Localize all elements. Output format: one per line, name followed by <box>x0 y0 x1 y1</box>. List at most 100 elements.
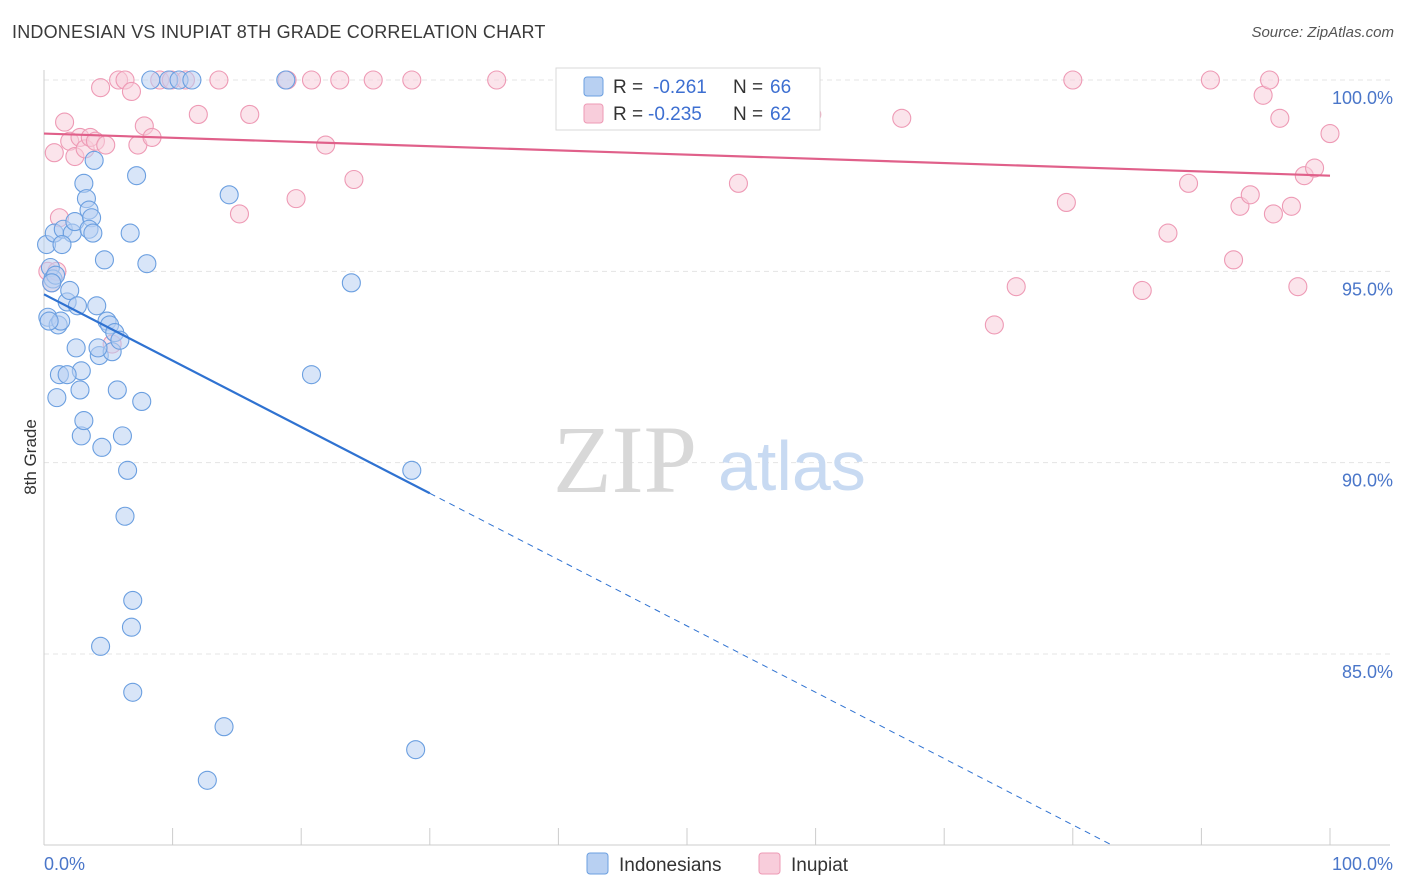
legend-n-label-1: N = <box>733 77 763 98</box>
inupiat-point-33 <box>363 70 383 90</box>
inupiat-point-35 <box>487 70 507 90</box>
inupiat-point-32 <box>344 169 364 190</box>
inupiat-point-26 <box>240 104 260 124</box>
indonesians-point-65 <box>39 311 59 331</box>
indonesians-point-54 <box>123 682 143 702</box>
inupiat-point-42 <box>1006 277 1026 297</box>
y-axis-title: 8th Grade <box>21 419 40 495</box>
inupiat-point-16 <box>121 81 141 102</box>
inupiat-point-53 <box>1281 196 1301 216</box>
indonesians-point-62 <box>88 338 108 358</box>
inupiat-point-24 <box>209 70 229 90</box>
indonesians-point-64 <box>52 234 72 255</box>
inupiat-point-41 <box>984 315 1004 335</box>
inupiat-point-50 <box>1240 185 1260 205</box>
y-tick-labels: 85.0% 90.0% 95.0% 100.0% <box>1332 88 1393 682</box>
inupiat-point-46 <box>1158 223 1178 243</box>
indonesians-point-40 <box>137 254 157 274</box>
legend-swatch-indonesians <box>583 76 604 97</box>
series-legend-swatch-indonesians <box>586 852 609 875</box>
indonesians-trend-extension <box>429 492 1112 846</box>
indonesians-point-52 <box>197 770 217 790</box>
inupiat-point-56 <box>1305 158 1325 178</box>
source-label: Source: ZipAtlas.com <box>1251 24 1394 41</box>
indonesians-point-12 <box>60 280 80 301</box>
inupiat-point-54 <box>1288 277 1308 297</box>
watermark: ZIP atlas <box>553 406 866 513</box>
y-tick-label-2: 95.0% <box>1342 279 1393 299</box>
indonesians-point-44 <box>182 70 202 90</box>
inupiat-point-4 <box>55 112 75 132</box>
legend-n-value-2: 62 <box>770 104 791 125</box>
legend-swatch-inupiat <box>583 103 604 124</box>
legend-r-label-2: R = <box>613 104 643 125</box>
indonesians-point-26 <box>94 250 114 270</box>
indonesians-trend-line <box>43 293 431 495</box>
inupiat-point-47 <box>1178 173 1199 193</box>
watermark-zip: ZIP <box>553 406 697 513</box>
x-tick-label-0: 0.0% <box>44 854 85 874</box>
inupiat-point-34 <box>402 70 422 90</box>
indonesians-point-46 <box>276 70 296 90</box>
axes <box>43 70 1390 846</box>
legend-n-label-2: N = <box>733 104 763 125</box>
inupiat-point-23 <box>188 104 208 124</box>
grid-lines <box>44 79 1390 655</box>
indonesians-point-63 <box>42 273 62 293</box>
inupiat-trend-line <box>43 132 1331 177</box>
inupiat-point-43 <box>1056 192 1076 213</box>
y-tick-label-3: 100.0% <box>1332 88 1393 108</box>
indonesians-point-22 <box>84 150 104 170</box>
inupiat-point-12 <box>96 135 116 155</box>
series-legend-inupiat: Inupiat <box>791 855 849 876</box>
legend-n-value-1: 66 <box>770 77 791 98</box>
indonesians-point-34 <box>115 506 135 526</box>
inupiat-point-31 <box>330 70 350 90</box>
legend-r-value-1: -0.261 <box>653 77 707 98</box>
indonesians-point-51 <box>214 717 234 737</box>
inupiat-point-44 <box>1063 70 1083 90</box>
inupiat-point-38 <box>728 173 748 193</box>
indonesians-point-49 <box>402 460 422 480</box>
indonesians-point-25 <box>92 437 112 457</box>
indonesians-point-39 <box>132 391 152 411</box>
indonesians-point-23 <box>87 296 107 316</box>
indonesians-point-45 <box>219 185 239 205</box>
inupiat-point-25 <box>229 204 250 224</box>
data-points <box>37 70 1340 790</box>
indonesians-point-9 <box>47 388 67 408</box>
indonesians-point-55 <box>91 636 111 656</box>
indonesians-point-37 <box>123 590 143 610</box>
inupiat-point-48 <box>1224 250 1244 270</box>
x-tick-label-1: 100.0% <box>1332 854 1393 874</box>
indonesians-point-53 <box>121 617 141 637</box>
inupiat-point-57 <box>1320 124 1340 144</box>
indonesians-point-41 <box>141 70 161 90</box>
legend-r-label-1: R = <box>613 77 643 98</box>
indonesians-point-47 <box>301 365 322 385</box>
indonesians-point-50 <box>406 740 426 760</box>
series-legend: Indonesians Inupiat <box>586 852 849 876</box>
series-legend-swatch-inupiat <box>758 852 781 875</box>
indonesians-point-48 <box>341 273 361 293</box>
indonesians-point-16 <box>70 380 90 400</box>
inupiat-point-45 <box>1132 280 1152 301</box>
inupiat-point-59 <box>1200 70 1220 90</box>
inupiat-point-52 <box>1263 204 1283 224</box>
inupiat-point-11 <box>91 78 111 98</box>
indonesians-point-59 <box>66 338 86 358</box>
inupiat-point-30 <box>316 135 336 155</box>
indonesians-point-61 <box>83 223 103 243</box>
y-tick-label-1: 90.0% <box>1342 471 1393 491</box>
indonesians-point-38 <box>127 166 147 186</box>
inupiat-point-28 <box>286 189 306 209</box>
indonesians-point-57 <box>74 411 94 431</box>
indonesians-point-31 <box>107 380 127 400</box>
stats-legend: R = -0.261 N = 66 R = -0.235 N = 62 <box>555 67 821 131</box>
indonesians-point-36 <box>120 223 140 243</box>
inupiat-point-2 <box>44 143 64 163</box>
watermark-atlas: atlas <box>718 427 866 505</box>
x-tick-labels: 0.0% 100.0% <box>44 854 1393 874</box>
inupiat-point-60 <box>1270 108 1290 128</box>
